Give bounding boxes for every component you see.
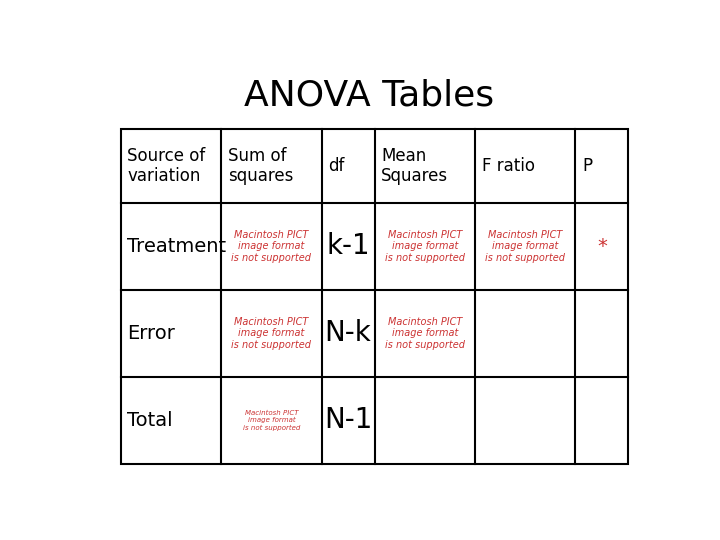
- Text: N-k: N-k: [325, 320, 372, 347]
- Text: ANOVA Tables: ANOVA Tables: [244, 79, 494, 113]
- Text: Sum of
squares: Sum of squares: [228, 147, 293, 185]
- Text: P: P: [582, 157, 593, 175]
- Text: Macintosh PICT
image format
is not supported: Macintosh PICT image format is not suppo…: [243, 410, 300, 430]
- Text: Macintosh PICT
image format
is not supported: Macintosh PICT image format is not suppo…: [384, 230, 465, 263]
- Text: *: *: [597, 237, 607, 256]
- Text: Treatment: Treatment: [127, 237, 227, 256]
- Bar: [121, 129, 629, 464]
- Text: N-1: N-1: [324, 407, 372, 435]
- Text: k-1: k-1: [326, 232, 370, 260]
- Text: Macintosh PICT
image format
is not supported: Macintosh PICT image format is not suppo…: [231, 317, 311, 350]
- Text: Macintosh PICT
image format
is not supported: Macintosh PICT image format is not suppo…: [485, 230, 565, 263]
- Text: Total: Total: [127, 411, 173, 430]
- Text: Mean
Squares: Mean Squares: [382, 147, 449, 185]
- Text: Error: Error: [127, 324, 175, 343]
- Text: Macintosh PICT
image format
is not supported: Macintosh PICT image format is not suppo…: [384, 317, 465, 350]
- Text: df: df: [328, 157, 345, 175]
- Text: Macintosh PICT
image format
is not supported: Macintosh PICT image format is not suppo…: [231, 230, 311, 263]
- Text: Source of
variation: Source of variation: [127, 147, 206, 185]
- Text: F ratio: F ratio: [482, 157, 535, 175]
